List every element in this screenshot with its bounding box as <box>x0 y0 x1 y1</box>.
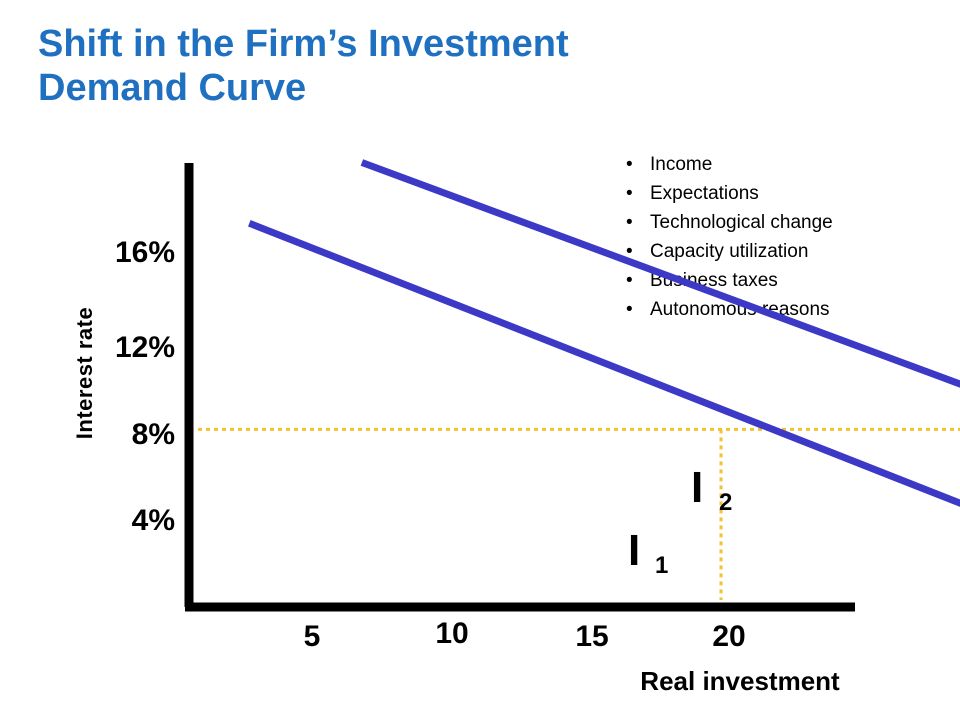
x-axis-title: Real investment <box>640 666 840 696</box>
series-label-subscript-i2: 2 <box>719 489 732 516</box>
shift-factors-list: Income Expectations Technological change… <box>622 150 833 324</box>
y-tick-label: 8% <box>132 418 175 451</box>
x-tick-label: 20 <box>712 620 745 653</box>
series-line-i2 <box>360 159 960 388</box>
bullet-item: Technological change <box>622 208 833 237</box>
x-tick-label: 5 <box>304 620 321 653</box>
series-label-i1: I <box>628 526 640 575</box>
bullet-item: Autonomous reasons <box>622 295 833 324</box>
x-tick-label: 15 <box>575 620 608 653</box>
bullet-item: Income <box>622 150 833 179</box>
bullet-item: Capacity utilization <box>622 237 833 266</box>
y-axis-title: Interest rate <box>72 307 97 439</box>
bullet-item: Business taxes <box>622 266 833 295</box>
bullet-item: Expectations <box>622 179 833 208</box>
y-tick-label: 4% <box>132 504 175 537</box>
slide-title: Shift in the Firm’s Investment Demand Cu… <box>38 22 569 110</box>
y-tick-label: 12% <box>115 331 175 364</box>
slide-title-line-2: Demand Curve <box>38 67 307 109</box>
series-label-subscript-i1: 1 <box>655 552 668 579</box>
y-tick-label: 16% <box>115 236 175 269</box>
series-line-i1 <box>248 219 960 507</box>
x-tick-label: 10 <box>435 617 468 650</box>
series-label-i2: I <box>691 463 703 512</box>
slide-title-line-1: Shift in the Firm’s Investment <box>38 23 569 65</box>
